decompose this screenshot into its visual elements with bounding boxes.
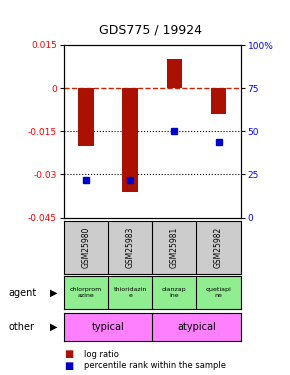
- Bar: [167, 59, 182, 88]
- Text: agent: agent: [9, 288, 37, 297]
- Text: other: other: [9, 322, 35, 332]
- Text: GSM25982: GSM25982: [214, 227, 223, 268]
- Bar: [108, 276, 152, 309]
- Text: quetiapi
ne: quetiapi ne: [206, 287, 231, 298]
- Bar: [152, 276, 197, 309]
- Text: log ratio: log ratio: [84, 350, 119, 359]
- Text: GSM25980: GSM25980: [81, 227, 90, 268]
- Text: GDS775 / 19924: GDS775 / 19924: [99, 24, 202, 36]
- Bar: [211, 88, 226, 114]
- Text: ■: ■: [64, 361, 73, 370]
- Bar: [122, 88, 138, 192]
- Text: typical: typical: [92, 322, 124, 332]
- Text: GSM25983: GSM25983: [126, 227, 135, 268]
- Text: olanzap
ine: olanzap ine: [162, 287, 187, 298]
- Text: percentile rank within the sample: percentile rank within the sample: [84, 361, 226, 370]
- Text: ▶: ▶: [50, 322, 57, 332]
- Text: ▶: ▶: [50, 288, 57, 297]
- Text: chlorprom
azine: chlorprom azine: [70, 287, 102, 298]
- Text: atypical: atypical: [177, 322, 216, 332]
- Text: thioridazin
e: thioridazin e: [113, 287, 147, 298]
- Bar: [78, 88, 94, 146]
- Text: GSM25981: GSM25981: [170, 227, 179, 268]
- Bar: [64, 276, 108, 309]
- Bar: [152, 313, 241, 341]
- Text: ■: ■: [64, 350, 73, 359]
- Bar: [196, 276, 241, 309]
- Bar: [64, 313, 152, 341]
